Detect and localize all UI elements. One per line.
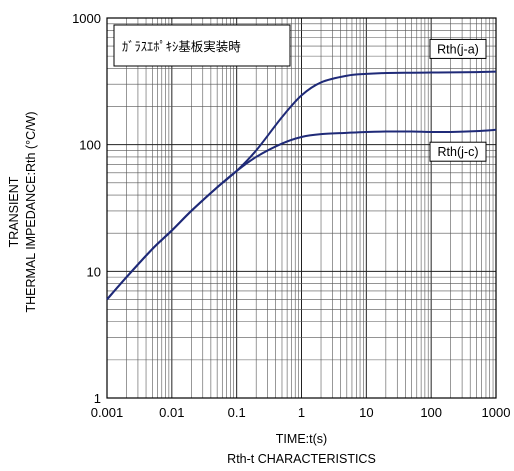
chart-caption: Rth-t CHARACTERISTICS — [227, 452, 376, 466]
x-tick-label: 0.001 — [91, 405, 124, 420]
y-tick-label: 10 — [87, 264, 101, 279]
y-tick-label: 1000 — [72, 11, 101, 26]
annotation-box: ｶﾞﾗｽｴﾎﾟｷｼ基板実装時 — [114, 25, 290, 66]
x-tick-label: 0.1 — [228, 405, 246, 420]
y-tick-label: 100 — [79, 138, 101, 153]
y-axis-label-line-2: THERMAL IMPEDANCE:Rth (°C/W) — [24, 111, 38, 312]
annotation-box-text: ｶﾞﾗｽｴﾎﾟｷｼ基板実装時 — [122, 39, 241, 54]
x-tick-label: 100 — [420, 405, 442, 420]
x-tick-label: 0.01 — [159, 405, 184, 420]
x-tick-label: 1 — [298, 405, 305, 420]
series-label: Rth(j-c) — [438, 145, 479, 159]
grid-lines — [107, 18, 496, 398]
x-axis-label: TIME:t(s) — [276, 432, 327, 446]
series-label: Rth(j-a) — [437, 42, 479, 56]
series-labels: Rth(j-a) Rth(j-c) — [430, 39, 486, 161]
x-tick-label: 10 — [359, 405, 373, 420]
y-axis-label-line-1: TRANSIENT — [7, 176, 21, 247]
y-axis-label: TRANSIENT THERMAL IMPEDANCE:Rth (°C/W) — [7, 111, 38, 312]
x-tick-label: 1000 — [482, 405, 511, 420]
y-tick-label: 1 — [94, 391, 101, 406]
